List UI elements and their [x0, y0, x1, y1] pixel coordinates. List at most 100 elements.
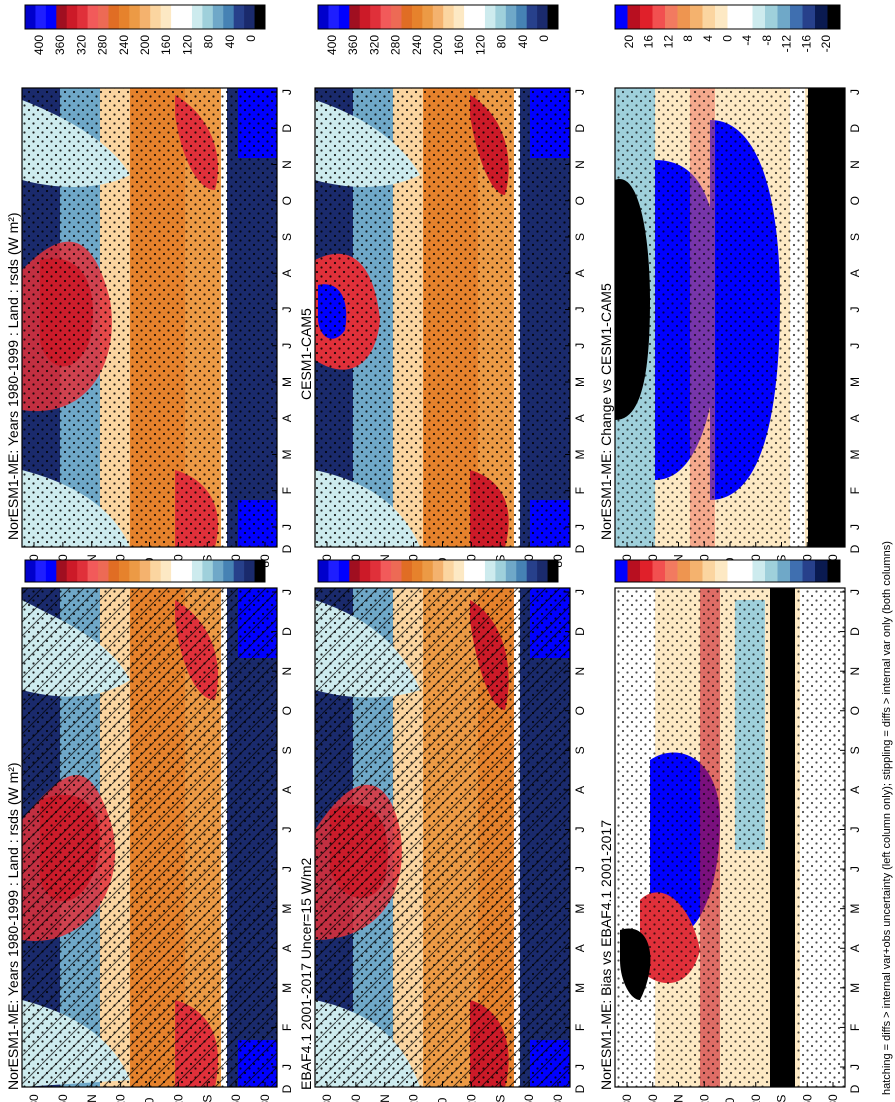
colorbar-swatch	[665, 5, 678, 29]
x-tick-label: M	[573, 450, 587, 460]
x-tick-label: J	[280, 866, 294, 872]
colorbar-tick-label: 120	[180, 35, 194, 55]
colorbar-swatch	[223, 5, 235, 29]
colorbar-swatch	[98, 560, 109, 582]
colorbar-swatch	[640, 5, 653, 29]
colorbar-ebaf-mid	[317, 559, 559, 583]
colorbar-tick-label: 200	[431, 35, 445, 55]
colorbar-swatch	[677, 5, 691, 29]
x-tick-label: F	[848, 487, 862, 494]
y-tick-label: 0	[143, 1097, 157, 1102]
colorbar-tick-label: 120	[473, 35, 487, 55]
colorbar-tick-label: 0	[537, 35, 551, 42]
y-tick-label: 20	[464, 1094, 478, 1102]
panel-ebaf	[314, 587, 571, 1088]
x-tick-label: D	[280, 124, 294, 133]
colorbar-tick-label: 80	[202, 35, 216, 49]
x-tick-label: S	[848, 233, 862, 241]
x-tick-label: J	[573, 866, 587, 872]
colorbar-swatch	[370, 560, 382, 582]
x-tick-label: D	[573, 124, 587, 133]
x-tick-label: N	[848, 160, 862, 169]
x-tick-label: D	[848, 124, 862, 133]
title-bias: NorESM1-ME: Bias vs EBAF4.1 2001-2017	[598, 820, 614, 1090]
colorbar-tick-label: 400	[325, 35, 339, 55]
colorbar-swatch	[150, 560, 162, 582]
colorbar-swatch	[181, 560, 193, 582]
colorbar-swatch	[129, 560, 141, 582]
colorbar-swatch	[349, 5, 361, 29]
colorbar-swatch	[45, 5, 57, 29]
x-tick-label: D	[280, 627, 294, 636]
colorbar-swatch	[160, 560, 172, 582]
y-tick-label: 0	[436, 1097, 450, 1102]
colorbar-bias-mid	[614, 559, 841, 583]
x-tick-label: O	[573, 196, 587, 205]
colorbar-swatch	[254, 5, 266, 29]
x-tick-label: A	[280, 944, 294, 952]
colorbar-tick-label: 280	[389, 35, 403, 55]
y-tick-label: °S	[775, 1095, 789, 1102]
title-noresm: NorESM1-ME: Years 1980-1999 : Land : rsd…	[5, 762, 21, 1090]
colorbar-swatch	[615, 560, 628, 582]
y-tick-label: 80	[826, 1094, 840, 1102]
colorbar-frame	[614, 4, 841, 30]
colorbar-swatch	[777, 560, 791, 582]
colorbar-swatch	[318, 560, 329, 582]
x-tick-label: D	[848, 627, 862, 636]
x-tick-label: F	[573, 487, 587, 494]
x-tick-label: M	[848, 904, 862, 914]
panel-noresm-2	[21, 87, 278, 548]
x-tick-label: D	[280, 544, 294, 553]
colorbar-swatch	[160, 5, 172, 29]
colorbar-frame	[317, 559, 559, 583]
x-tick-label: M	[280, 904, 294, 914]
colorbar-swatch	[401, 5, 413, 29]
axes-ebaf: D J F M A M J J A S O N D J 80 60 °N 20 0 20 °S 60 80	[320, 589, 587, 1102]
colorbar-noresm: 400 360 320 280 240 200 160 120 80 40 0	[24, 4, 266, 55]
colorbar-swatch	[432, 5, 444, 29]
y-tick-label: 80	[620, 1094, 634, 1102]
x-tick-label: M	[573, 983, 587, 993]
colorbar-tick-label: 0	[721, 35, 735, 42]
y-tick-label: °S	[200, 1095, 214, 1102]
colorbar-tick-label: 320	[367, 35, 381, 55]
y-tick-label: 60	[56, 1094, 70, 1102]
colorbar-tick-label: 12	[661, 35, 675, 49]
colorbar-swatch	[740, 5, 753, 29]
x-tick-label: O	[280, 196, 294, 205]
x-tick-label: A	[848, 269, 862, 277]
colorbar-swatch	[547, 5, 559, 29]
x-tick-label: J	[848, 524, 862, 530]
colorbar-swatch	[495, 5, 507, 29]
x-tick-label: J	[848, 827, 862, 833]
colorbar-swatch	[411, 5, 423, 29]
colorbar-ebaf: 400 360 320 280 240 200 160 120 80 40 0	[317, 4, 559, 55]
colorbar-tick-label: 320	[74, 35, 88, 55]
colorbar-swatch	[233, 560, 245, 582]
colorbar-swatch	[665, 560, 678, 582]
colorbar-swatch	[727, 5, 741, 29]
colorbar-swatch	[537, 560, 549, 582]
title-noresm-2: NorESM1-ME: Years 1980-1999 : Land : rsd…	[5, 212, 21, 540]
colorbar-tick-label: 400	[32, 35, 46, 55]
x-tick-label: A	[573, 269, 587, 277]
x-tick-label: M	[848, 450, 862, 460]
colorbar-swatch	[118, 5, 130, 29]
colorbar-swatch	[702, 5, 716, 29]
colorbar-swatch	[516, 560, 528, 582]
y-tick-label: 20	[114, 1094, 128, 1102]
x-tick-label: J	[573, 524, 587, 530]
x-tick-label: S	[573, 746, 587, 754]
x-tick-label: D	[848, 1084, 862, 1093]
x-tick-label: J	[848, 307, 862, 313]
x-tick-label: A	[848, 786, 862, 794]
y-tick-label: 20	[171, 1094, 185, 1102]
colorbar-tick-label: -12	[780, 35, 794, 53]
colorbar-frame	[24, 559, 266, 583]
colorbar-swatch	[765, 560, 778, 582]
x-tick-label: A	[573, 786, 587, 794]
colorbar-tick-label: 0	[244, 35, 258, 42]
footnote: hatching = diffs > internal var+obs unce…	[881, 541, 893, 1095]
